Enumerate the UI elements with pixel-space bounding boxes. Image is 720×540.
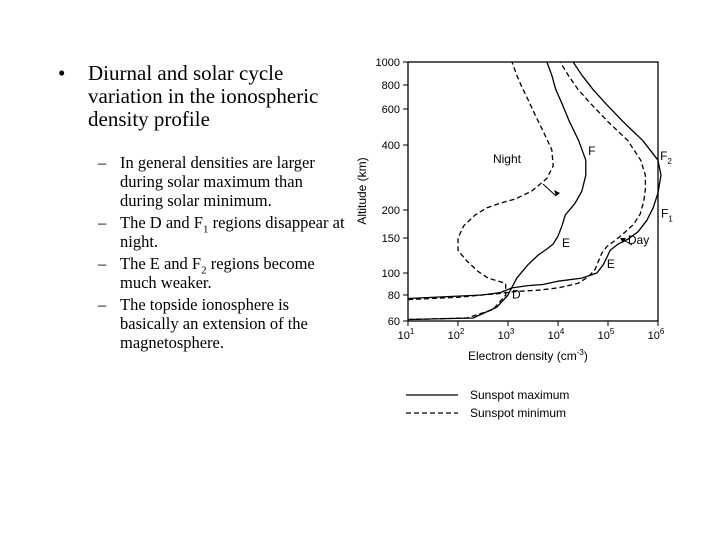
- sub-bullet-text-start: The D and F: [120, 213, 203, 232]
- y-tick-label: 60: [388, 316, 400, 328]
- y-tick-label: 800: [382, 80, 400, 92]
- y-tick-label: 80: [388, 290, 400, 302]
- y-tick-label: 1000: [376, 57, 400, 69]
- annotation-label: F: [588, 144, 595, 158]
- legend: Sunspot maximum Sunspot minimum: [406, 388, 569, 420]
- y-tick-label: 100: [382, 268, 400, 280]
- sub-dash: –: [98, 213, 107, 232]
- sub-bullet-text: The topside ionosphere is basically an e…: [120, 295, 308, 352]
- x-axis-label-exponent: -3: [577, 348, 585, 357]
- ionosphere-density-chart: Altitude (km) Electron density (cm-3) 60…: [355, 57, 673, 420]
- y-tick-label: 600: [382, 104, 400, 116]
- x-axis-label-close: ): [584, 349, 588, 363]
- x-tick-label: 105: [598, 327, 615, 342]
- y-tick-label: 200: [382, 205, 400, 217]
- annotation-label: Night: [493, 152, 522, 166]
- annotations: Night F F2 F1 Day E E D: [493, 144, 673, 302]
- annotation-label: F2: [660, 149, 672, 166]
- annotation-label: F1: [661, 207, 673, 224]
- x-tick-label: 103: [498, 327, 515, 342]
- x-axis-label-text: Electron density (cm: [468, 349, 577, 363]
- sub-bullet-text-start: The E and F: [120, 254, 202, 273]
- sunspot-maximum-line: [407, 61, 587, 321]
- sub-bullet-text: The D and F1 regions disappear at night.: [120, 213, 345, 251]
- subscript: 2: [201, 264, 207, 277]
- sub-dash: –: [98, 153, 107, 172]
- sub-bullet-text-end: regions become much weaker.: [120, 254, 315, 292]
- sunspot-maximum-line: [407, 61, 662, 300]
- sub-bullet: – The topside ionosphere is basically an…: [98, 295, 348, 352]
- sub-bullet: – The D and F1 regions disappear at nigh…: [98, 213, 348, 251]
- night-arrowhead: [554, 190, 560, 196]
- sunspot-minimum-line: [407, 61, 554, 321]
- plot-frame: [407, 61, 659, 322]
- annotation-label: Day: [628, 233, 649, 247]
- sub-dash: –: [98, 295, 107, 314]
- series-lines: [407, 61, 662, 321]
- x-axis-ticks: 101 102 103 104 105 106: [398, 321, 665, 342]
- annotation-label: D: [512, 287, 521, 301]
- slide-text: • Diurnal and solar cycle variation in t…: [58, 62, 348, 355]
- sub-bullet: – The E and F2 regions become much weake…: [98, 254, 348, 292]
- y-tick-label: 150: [382, 233, 400, 245]
- sub-bullet-text-end: regions disappear at night.: [120, 213, 345, 251]
- x-axis-label: Electron density (cm-3): [468, 348, 588, 363]
- legend-label: Sunspot maximum: [470, 388, 569, 402]
- day-arrowhead: [620, 238, 626, 243]
- night-arrow: [542, 183, 557, 197]
- x-tick-label: 101: [398, 327, 415, 342]
- annotation-arrows: [542, 183, 633, 246]
- x-tick-label: 106: [648, 327, 665, 342]
- annotation-label: E: [607, 257, 615, 271]
- sub-dash: –: [98, 254, 107, 273]
- y-axis-label: Altitude (km): [355, 157, 369, 224]
- y-tick-label: 400: [382, 140, 400, 152]
- main-bullet: • Diurnal and solar cycle variation in t…: [58, 62, 348, 131]
- sunspot-minimum-line: [407, 61, 647, 301]
- sub-bullet-list: – In general densities are larger during…: [58, 153, 348, 352]
- sub-bullet: – In general densities are larger during…: [98, 153, 348, 210]
- legend-label: Sunspot minimum: [470, 406, 566, 420]
- sub-bullet-text: In general densities are larger during s…: [120, 153, 315, 210]
- x-tick-label: 102: [448, 327, 465, 342]
- bullet-dot: •: [58, 61, 66, 85]
- y-axis-ticks: 60 80 100 150 200 400 600 800 1000: [376, 57, 408, 328]
- sub-bullet-text: The E and F2 regions become much weaker.: [120, 254, 315, 292]
- subscript: 1: [202, 223, 209, 236]
- x-tick-label: 104: [548, 327, 565, 342]
- annotation-label: E: [562, 236, 570, 250]
- main-bullet-text: Diurnal and solar cycle variation in the…: [88, 61, 319, 131]
